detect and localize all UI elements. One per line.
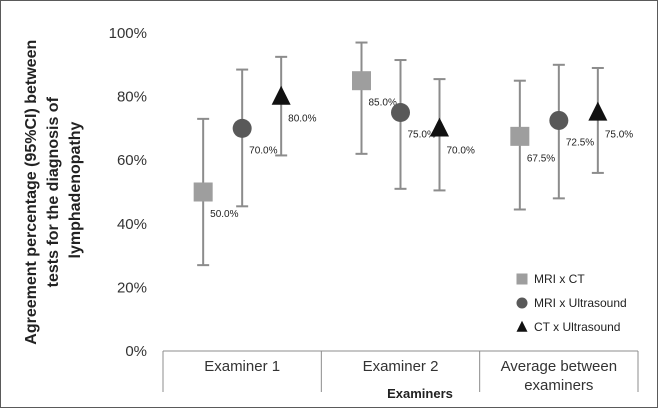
y-axis-title-line-3: lymphadenopathy: [67, 121, 84, 258]
legend-item: MRI x Ultrasound: [516, 296, 627, 310]
data-point-marker: [352, 71, 371, 91]
x-category-label: Examiner 1: [204, 358, 280, 375]
data-point-group: 67.5%: [510, 79, 555, 211]
data-label: 85.0%: [369, 98, 397, 109]
y-axis-title-line-2: tests for the diagnosis of: [45, 96, 62, 287]
data-point-group: 72.5%: [549, 63, 594, 200]
data-point-group: 70.0%: [430, 78, 475, 192]
data-point-marker: [232, 118, 252, 138]
data-label: 75.0%: [605, 130, 633, 141]
data-point-marker: [549, 110, 569, 130]
x-category-label-line: examiners: [524, 377, 593, 394]
x-category-label-line: Examiner 1: [204, 358, 280, 375]
legend-item: CT x Ultrasound: [516, 320, 620, 334]
data-label: 70.0%: [249, 145, 277, 156]
y-axis-title: Agreement percentage (95%CI) between tes…: [23, 35, 84, 344]
x-category-label: Examiner 2: [363, 358, 439, 375]
y-tick-label: 0%: [125, 343, 147, 360]
data-point-marker: [510, 126, 530, 146]
data-label: 67.5%: [527, 153, 555, 164]
legend-label: MRI x CT: [534, 272, 585, 286]
data-point-marker: [391, 103, 410, 122]
data-label: 75.0%: [408, 130, 436, 141]
y-axis-title-line-1: Agreement percentage (95%CI) between: [23, 40, 40, 345]
data-point-marker: [430, 117, 449, 137]
y-tick-label: 40%: [117, 216, 147, 233]
legend-label: MRI x Ultrasound: [534, 296, 627, 310]
legend-label: CT x Ultrasound: [534, 320, 620, 334]
y-axis-ticks: 0% 20% 40% 60% 80% 100%: [109, 25, 147, 360]
x-category-label: Average between examiners: [501, 358, 617, 394]
x-category-label-line: Average between: [501, 358, 617, 375]
y-tick-label: 80%: [117, 89, 147, 106]
data-point-marker: [193, 182, 213, 202]
x-category-label-line: Examiner 2: [363, 358, 439, 375]
legend: MRI x CT MRI x Ultrasound CT x Ultrasound: [516, 272, 627, 334]
legend-item: MRI x CT: [516, 272, 585, 286]
x-axis: Examiner 1 Examiner 2 Average between exami…: [162, 350, 639, 394]
data-point-group: 85.0%: [352, 41, 397, 155]
data-label: 80.0%: [288, 114, 316, 125]
data-point-marker: [588, 101, 608, 121]
x-axis-title: Examiners: [387, 386, 453, 401]
data-point-marker: [271, 85, 291, 105]
legend-marker: [516, 273, 528, 285]
plot-area: 50.0% 85.0% 67.5% 70.0% 75.0% 72.5% 80.0% 70.0%…: [193, 41, 633, 267]
y-tick-label: 60%: [117, 152, 147, 169]
legend-marker: [516, 297, 528, 309]
y-tick-label: 100%: [109, 25, 147, 42]
data-label: 72.5%: [566, 137, 594, 148]
y-tick-label: 20%: [117, 279, 147, 296]
data-point-group: 50.0%: [193, 117, 239, 267]
legend-marker: [516, 320, 528, 332]
data-point-group: 75.0%: [391, 59, 436, 190]
data-label: 70.0%: [447, 145, 475, 156]
data-point-group: 80.0%: [271, 55, 317, 157]
data-point-group: 75.0%: [588, 66, 633, 174]
data-label: 50.0%: [210, 209, 238, 220]
data-point-group: 70.0%: [232, 68, 278, 208]
